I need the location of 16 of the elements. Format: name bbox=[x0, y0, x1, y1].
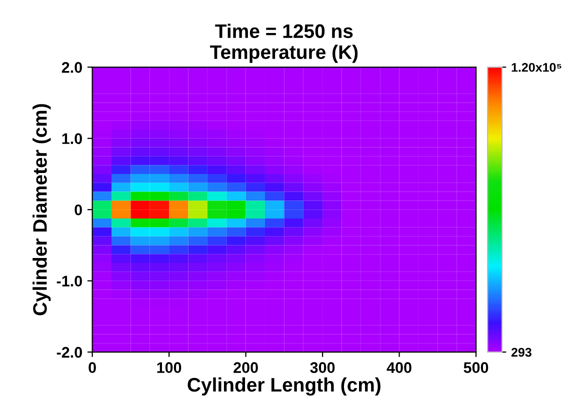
x-tick-label: 400 bbox=[386, 362, 412, 373]
x-tick-label: 200 bbox=[234, 362, 258, 373]
x-tick-label: 100 bbox=[157, 362, 182, 373]
x-tick-label: 300 bbox=[310, 362, 335, 374]
color-bar-label: 1.20x10⁵ bbox=[512, 62, 562, 72]
x-tick-label: 500 bbox=[464, 362, 488, 373]
y-tick-label: 2.0 bbox=[62, 62, 82, 73]
x-tick-label: 0 bbox=[88, 362, 96, 373]
y-tick-label: -2.0 bbox=[56, 346, 82, 358]
y-tick-label: 0 bbox=[74, 204, 82, 216]
x-axis-title: Cylinder Length (cm) bbox=[188, 377, 380, 396]
y-tick-label: -1.0 bbox=[56, 276, 82, 287]
color-bar-label: 293 bbox=[511, 348, 532, 357]
y-tick-label: 1.0 bbox=[62, 133, 82, 144]
chart-title: Time = 1250 ns Temperature (K) bbox=[210, 24, 358, 63]
y-axis-title: Cylinder Diameter (cm) bbox=[32, 104, 51, 316]
